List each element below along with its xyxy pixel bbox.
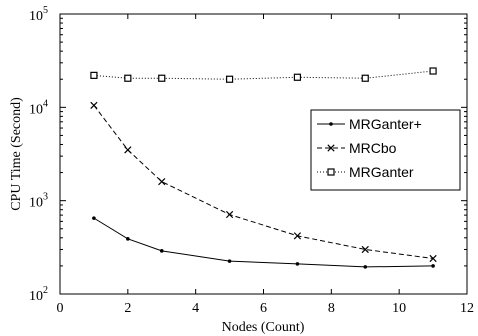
x-axis-label: Nodes (Count): [222, 320, 305, 335]
y-tick-exponent: 4: [43, 98, 48, 109]
x-tick-label: 0: [57, 301, 64, 316]
data-point: [159, 249, 164, 253]
data-point: [293, 73, 302, 81]
axis-ticks: [59, 13, 468, 295]
data-point: [90, 71, 98, 79]
y-tick-base: 10: [29, 196, 43, 211]
legend-label: MRGanter: [349, 164, 414, 180]
y-tick-exponent: 5: [43, 5, 48, 16]
marker-stroke: [158, 177, 166, 186]
data-point: [429, 67, 437, 75]
y-tick-exponent: 3: [43, 192, 48, 203]
legend-item: MRGanter: [317, 164, 414, 180]
y-tick-label: 102: [29, 285, 48, 304]
data-point: [124, 146, 132, 154]
marker-stroke: [327, 144, 335, 152]
legend: MRGanter+ MRCbo MRGanter: [310, 109, 461, 191]
data-point: [225, 210, 234, 219]
legend-box: [310, 109, 461, 191]
data-point: [90, 101, 98, 109]
data-point: [363, 265, 368, 269]
data-point: [158, 177, 166, 186]
data-point: [295, 262, 300, 266]
legend-label: MRCbo: [349, 140, 397, 156]
x-tick-label: 2: [124, 301, 131, 316]
data-point: [126, 237, 130, 241]
legend-marker: [327, 168, 335, 176]
marker-stroke: [361, 245, 369, 254]
y-tick-base: 10: [29, 102, 43, 117]
data-point: [429, 254, 437, 263]
series-mrganter: [90, 67, 437, 83]
series-mrganter: [92, 216, 435, 269]
y-tick-label: 103: [29, 192, 48, 211]
data-point: [158, 74, 166, 82]
marker-stroke: [429, 254, 437, 263]
x-tick-label: 6: [260, 301, 267, 316]
y-tick-exponent: 2: [43, 285, 48, 296]
x-tick-label: 8: [328, 301, 335, 316]
legend-label: MRGanter+: [349, 116, 422, 132]
y-tick-base: 10: [29, 289, 43, 304]
y-axis-label: CPU Time (Second): [9, 97, 24, 211]
data-point: [225, 75, 234, 83]
x-tick-label: 10: [392, 301, 406, 316]
y-tick-label: 105: [29, 5, 48, 24]
legend-item: MRGanter+: [317, 116, 422, 132]
legend-marker: [329, 122, 333, 126]
data-point: [361, 245, 369, 254]
marker-stroke: [225, 210, 234, 219]
marker-stroke: [293, 232, 302, 240]
x-tick-label: 12: [460, 301, 474, 316]
data-point: [431, 264, 435, 268]
data-point: [124, 74, 132, 82]
data-point: [293, 232, 302, 240]
y-tick-label: 104: [29, 98, 48, 117]
legend-marker: [327, 144, 335, 152]
x-tick-label: 4: [192, 301, 199, 316]
data-point: [361, 74, 369, 82]
y-tick-base: 10: [29, 9, 43, 24]
marker-stroke: [90, 101, 98, 109]
series-mrcbo: [90, 101, 437, 263]
data-point: [227, 259, 232, 263]
data-point: [92, 216, 96, 220]
series-layer: [90, 67, 437, 269]
marker-stroke: [124, 146, 132, 154]
legend-item: MRCbo: [317, 140, 397, 156]
